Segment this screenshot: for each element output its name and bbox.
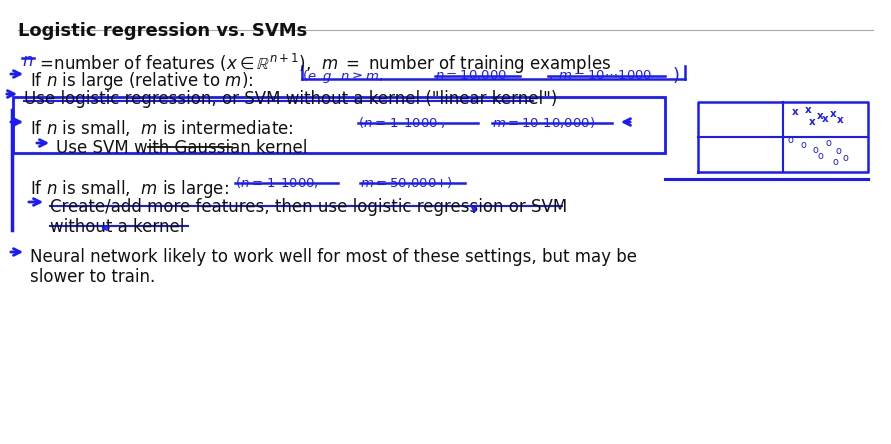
Text: $n$: $n$: [22, 52, 33, 70]
Text: $m{=}10\text{-}10{,}000)$: $m{=}10\text{-}10{,}000)$: [492, 115, 595, 130]
Text: $(e.g.\; n{\geq}m,$: $(e.g.\; n{\geq}m,$: [302, 68, 383, 85]
Text: x: x: [809, 117, 815, 127]
Text: o: o: [787, 135, 793, 145]
Text: slower to train.: slower to train.: [30, 268, 155, 286]
Text: x: x: [837, 115, 844, 125]
Text: $(n{=}\,1\text{-}1000\;,$: $(n{=}\,1\text{-}1000\;,$: [358, 115, 446, 130]
Text: without a kernel: without a kernel: [50, 218, 184, 236]
Text: o: o: [842, 153, 848, 163]
Text: Use SVM with Gaussian kernel: Use SVM with Gaussian kernel: [56, 139, 307, 157]
Text: $n{=}10{,}000$: $n{=}10{,}000$: [435, 68, 507, 82]
Text: x: x: [830, 109, 837, 119]
Text: Neural network likely to work well for most of these settings, but may be: Neural network likely to work well for m…: [30, 248, 637, 266]
Text: o: o: [800, 140, 806, 150]
Text: o: o: [825, 138, 831, 148]
Text: Create/add more features, then use logistic regression or SVM: Create/add more features, then use logis…: [50, 198, 568, 216]
Text: Logistic regression vs. SVMs: Logistic regression vs. SVMs: [18, 22, 307, 40]
Text: $(n{=}\,1\text{-}1000,$: $(n{=}\,1\text{-}1000,$: [235, 175, 319, 190]
Text: $m{=}50{,}000{+})$: $m{=}50{,}000{+})$: [360, 175, 453, 190]
Text: o: o: [835, 146, 841, 156]
Text: o: o: [832, 157, 838, 167]
Text: $,\; m{=}10{\cdots}1000$: $,\; m{=}10{\cdots}1000$: [548, 68, 652, 82]
Text: x: x: [817, 111, 823, 121]
Bar: [13, 97, 665, 153]
Text: $)$: $)$: [672, 65, 680, 85]
Text: o: o: [812, 145, 818, 155]
Text: If $n$ is small,  $m$ is intermediate:: If $n$ is small, $m$ is intermediate:: [30, 118, 294, 138]
Text: If $n$ is large (relative to $m$):: If $n$ is large (relative to $m$):: [30, 70, 253, 92]
Text: $=\!$number of features ($x \in \mathbb{R}^{n+1}$),  $m$ $=$ number of training : $=\!$number of features ($x \in \mathbb{…: [36, 52, 611, 76]
Text: x: x: [822, 114, 829, 124]
Text: o: o: [817, 151, 823, 161]
Text: x: x: [805, 105, 812, 115]
Text: If $n$ is small,  $m$ is large:: If $n$ is small, $m$ is large:: [30, 178, 229, 200]
Text: Use logistic regression, or SVM without a kernel ("linear kernel"): Use logistic regression, or SVM without …: [24, 90, 558, 108]
Text: x: x: [791, 107, 798, 117]
